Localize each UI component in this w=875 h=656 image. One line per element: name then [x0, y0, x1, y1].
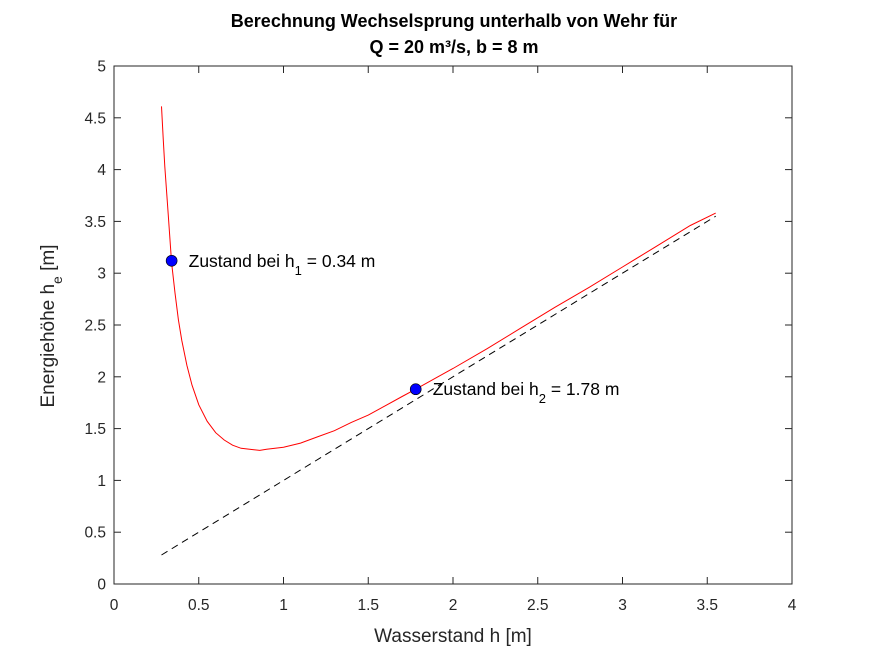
y-axis-label-subscript: e: [49, 276, 65, 284]
reference-line: [161, 215, 716, 556]
y-tick-label: 2.5: [84, 318, 106, 335]
y-tick-label: 1.5: [84, 421, 106, 438]
state-label-subscript: 2: [539, 391, 546, 406]
y-axis-label-unit: [m]: [38, 244, 59, 276]
y-tick-label: 5: [97, 59, 106, 76]
state-label-value: = 1.78 m: [546, 379, 619, 399]
state-point: [165, 254, 178, 267]
chart-title-line-1: Berechnung Wechselsprung unterhalb von W…: [231, 11, 677, 31]
x-axis: 0 0.5 1 1.5 2 2.5 3 3.5 4: [110, 66, 797, 614]
state-label-subscript: 1: [295, 262, 302, 277]
state-point-label: Zustand bei h2 = 1.78 m: [433, 379, 620, 406]
x-tick-label: 1: [279, 597, 288, 614]
x-axis-label: Wasserstand h [m]: [374, 626, 532, 647]
y-tick-label: 1: [97, 473, 106, 490]
y-axis: 0 0.5 1 1.5 2 2.5 3 3.5 4 4.5 5: [84, 59, 792, 594]
y-axis-label-main: Energiehöhe h: [38, 284, 59, 408]
energy-curve: [161, 106, 716, 451]
y-tick-label: 0.5: [84, 525, 106, 542]
state-point: [409, 383, 422, 396]
x-tick-label: 1.5: [357, 597, 379, 614]
y-tick-label: 0: [97, 577, 106, 594]
state-label-value: = 0.34 m: [302, 251, 375, 271]
x-tick-label: 0.5: [188, 597, 210, 614]
y-tick-label: 2: [97, 369, 106, 386]
plot-area: [113, 65, 793, 585]
x-tick-label: 0: [110, 597, 119, 614]
x-tick-label: 3: [618, 597, 627, 614]
state-label-text: Zustand bei h: [433, 379, 539, 399]
chart-title-line-2: Q = 20 m³/s, b = 8 m: [369, 37, 538, 57]
state-point-label: Zustand bei h1 = 0.34 m: [189, 251, 376, 278]
x-tick-label: 3.5: [696, 597, 718, 614]
y-tick-label: 4.5: [84, 110, 106, 127]
x-tick-label: 4: [788, 597, 797, 614]
y-tick-label: 4: [97, 162, 106, 179]
y-tick-label: 3: [97, 266, 106, 283]
series-layer: [161, 106, 716, 556]
state-label-text: Zustand bei h: [189, 251, 295, 271]
y-axis-label: Energiehöhe he [m]: [38, 244, 65, 407]
x-tick-label: 2.5: [527, 597, 549, 614]
y-tick-label: 3.5: [84, 214, 106, 231]
x-tick-label: 2: [449, 597, 458, 614]
